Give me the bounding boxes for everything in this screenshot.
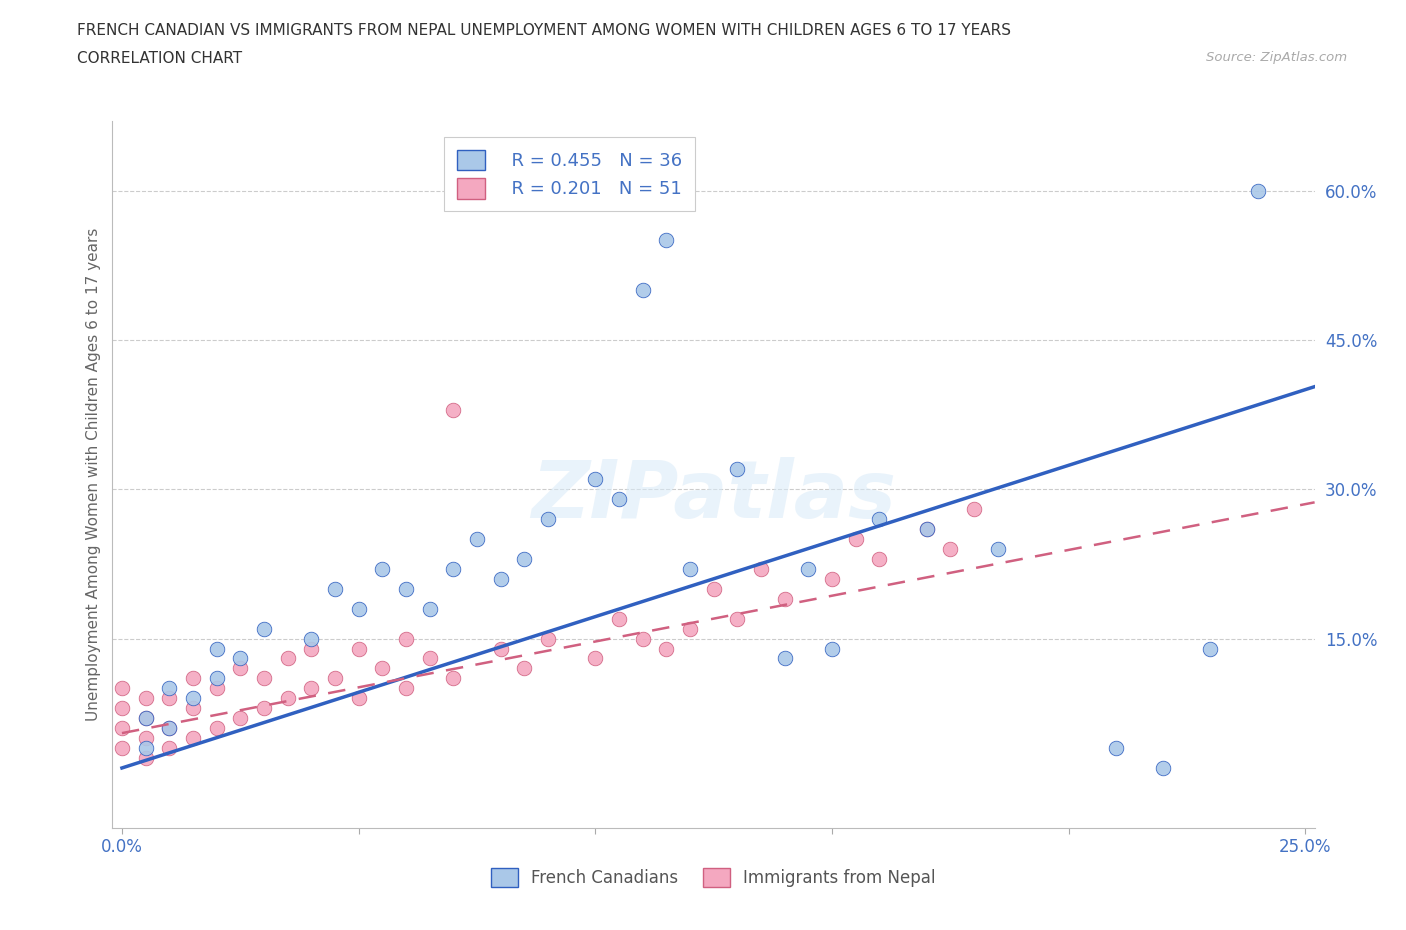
Point — [1199, 641, 1222, 656]
Point — [205, 671, 228, 685]
Point — [607, 492, 630, 507]
Point — [253, 701, 276, 716]
Point — [1152, 761, 1174, 776]
Point — [537, 512, 560, 526]
Point — [229, 711, 252, 725]
Point — [583, 472, 606, 486]
Point — [111, 681, 134, 696]
Point — [181, 671, 204, 685]
Point — [111, 721, 134, 736]
Point — [277, 651, 299, 666]
Point — [299, 641, 322, 656]
Point — [821, 641, 844, 656]
Point — [821, 571, 844, 586]
Point — [773, 651, 796, 666]
Point — [441, 402, 464, 417]
Point — [135, 751, 157, 765]
Point — [157, 691, 180, 706]
Point — [157, 740, 180, 755]
Point — [323, 581, 346, 596]
Point — [915, 522, 938, 537]
Point — [655, 232, 678, 247]
Point — [253, 671, 276, 685]
Point — [299, 681, 322, 696]
Point — [915, 522, 938, 537]
Point — [299, 631, 322, 646]
Point — [347, 602, 370, 617]
Point — [465, 532, 488, 547]
Point — [489, 571, 512, 586]
Point — [489, 641, 512, 656]
Point — [395, 581, 418, 596]
Point — [607, 611, 630, 626]
Point — [679, 562, 702, 577]
Point — [395, 631, 418, 646]
Point — [725, 611, 748, 626]
Point — [277, 691, 299, 706]
Point — [111, 740, 134, 755]
Point — [181, 701, 204, 716]
Point — [111, 701, 134, 716]
Point — [347, 641, 370, 656]
Text: Source: ZipAtlas.com: Source: ZipAtlas.com — [1206, 51, 1347, 64]
Point — [797, 562, 820, 577]
Point — [419, 651, 441, 666]
Point — [844, 532, 866, 547]
Point — [395, 681, 418, 696]
Point — [229, 661, 252, 676]
Point — [347, 691, 370, 706]
Point — [135, 691, 157, 706]
Legend: French Canadians, Immigrants from Nepal: French Canadians, Immigrants from Nepal — [485, 861, 942, 894]
Point — [986, 541, 1008, 556]
Point — [135, 740, 157, 755]
Point — [631, 283, 654, 298]
Point — [181, 731, 204, 746]
Point — [868, 551, 890, 566]
Point — [205, 681, 228, 696]
Text: ZIPatlas: ZIPatlas — [531, 457, 896, 535]
Point — [939, 541, 962, 556]
Text: CORRELATION CHART: CORRELATION CHART — [77, 51, 242, 66]
Point — [583, 651, 606, 666]
Point — [773, 591, 796, 606]
Point — [135, 731, 157, 746]
Y-axis label: Unemployment Among Women with Children Ages 6 to 17 years: Unemployment Among Women with Children A… — [86, 228, 101, 721]
Point — [253, 621, 276, 636]
Point — [702, 581, 725, 596]
Point — [868, 512, 890, 526]
Point — [1105, 740, 1128, 755]
Point — [513, 661, 536, 676]
Point — [371, 661, 394, 676]
Point — [631, 631, 654, 646]
Point — [371, 562, 394, 577]
Point — [513, 551, 536, 566]
Point — [749, 562, 772, 577]
Point — [205, 641, 228, 656]
Point — [441, 671, 464, 685]
Point — [135, 711, 157, 725]
Text: FRENCH CANADIAN VS IMMIGRANTS FROM NEPAL UNEMPLOYMENT AMONG WOMEN WITH CHILDREN : FRENCH CANADIAN VS IMMIGRANTS FROM NEPAL… — [77, 23, 1011, 38]
Point — [963, 501, 986, 516]
Point — [537, 631, 560, 646]
Point — [679, 621, 702, 636]
Point — [157, 721, 180, 736]
Point — [157, 721, 180, 736]
Point — [725, 462, 748, 477]
Point — [441, 562, 464, 577]
Point — [157, 681, 180, 696]
Point — [205, 721, 228, 736]
Point — [229, 651, 252, 666]
Point — [655, 641, 678, 656]
Point — [181, 691, 204, 706]
Point — [135, 711, 157, 725]
Point — [323, 671, 346, 685]
Point — [419, 602, 441, 617]
Point — [1247, 183, 1270, 198]
